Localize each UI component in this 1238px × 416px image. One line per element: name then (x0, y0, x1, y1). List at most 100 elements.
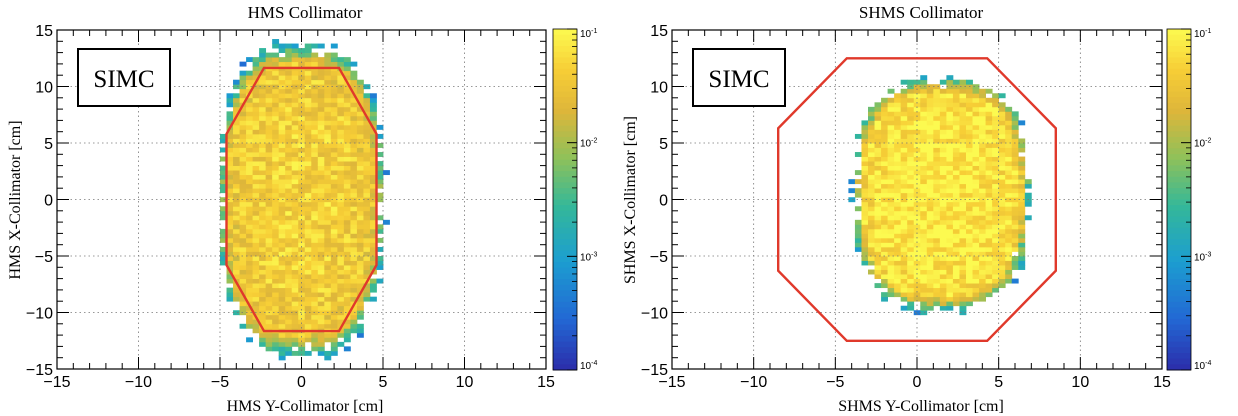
hms-heatmap-bin (233, 152, 240, 157)
hms-heatmap-bin (369, 260, 377, 266)
hms-colorbar-segment (553, 142, 577, 149)
hms-heatmap-bin (363, 174, 371, 180)
hms-heatmap-bin (317, 106, 325, 112)
shms-heatmap-bin (966, 179, 973, 185)
shms-heatmap-bin (887, 179, 895, 185)
shms-heatmap-bin (1005, 269, 1013, 275)
shms-heatmap-bin (992, 147, 1000, 153)
hms-heatmap-bin (233, 224, 240, 230)
hms-heatmap-bin (265, 79, 273, 85)
shms-heatmap-bin (979, 102, 986, 108)
shms-heatmap-bin (939, 201, 947, 207)
hms-heatmap-bin (304, 206, 312, 212)
hms-heatmap-bin (330, 215, 338, 221)
shms-heatmap-bin (913, 269, 921, 275)
hms-heatmap-bin (252, 170, 260, 176)
hms-heatmap-bin (343, 224, 351, 230)
hms-heatmap-bin (278, 246, 286, 252)
shms-heatmap-bin (946, 133, 954, 139)
shms-heatmap-bin (972, 106, 980, 112)
hms-heatmap-bin (363, 206, 371, 212)
hms-heatmap-bin (278, 152, 286, 157)
hms-heatmap-bin (285, 274, 293, 279)
shms-heatmap-bin (985, 129, 993, 135)
hms-heatmap-bin (265, 143, 273, 148)
hms-heatmap-bin (285, 161, 293, 166)
shms-heatmap-bin (926, 133, 934, 139)
shms-heatmap-bin (998, 206, 1006, 212)
hms-heatmap-bin (272, 269, 280, 275)
shms-heatmap-bin (966, 97, 973, 103)
hms-heatmap-bin (298, 156, 306, 162)
shms-heatmap-bin (907, 183, 915, 189)
shms-heatmap-bin (979, 210, 986, 216)
hms-heatmap-bin (298, 337, 306, 343)
shms-heatmap-bin (959, 301, 967, 307)
hms-heatmap-bin (376, 197, 384, 203)
hms-heatmap-bin (220, 156, 227, 162)
shms-heatmap-bin (972, 156, 980, 162)
shms-colorbar-segment (1167, 216, 1191, 223)
shms-heatmap-bin (979, 115, 986, 121)
hms-heatmap-bin (324, 224, 332, 230)
hms-heatmap-bin (350, 84, 358, 90)
hms-heatmap-bin (330, 323, 338, 329)
hms-heatmap-bin (324, 292, 332, 298)
hms-heatmap-bin (317, 147, 325, 153)
shms-colorbar-segment (1167, 210, 1191, 218)
hms-heatmap-bin (252, 106, 260, 112)
hms-heatmap-bin (311, 210, 319, 216)
hms-heatmap-bin (304, 246, 312, 252)
shms-heatmap-bin (861, 179, 869, 185)
shms-heatmap-bin (881, 192, 888, 198)
shms-heatmap-bin (920, 147, 928, 153)
hms-heatmap-bin (278, 346, 286, 352)
shms-heatmap-bin (900, 88, 908, 94)
hms-heatmap-bin (343, 242, 351, 248)
shms-heatmap-bin (959, 156, 967, 162)
hms-heatmap-bin (239, 210, 247, 216)
shms-heatmap-bin (959, 228, 967, 234)
hms-heatmap-bin (343, 305, 351, 311)
shms-heatmap-bin (874, 120, 882, 126)
shms-heatmap-bin (959, 256, 967, 261)
hms-heatmap-bin (298, 88, 306, 94)
shms-heatmap-bin (907, 147, 915, 153)
shms-heatmap-bin (913, 310, 921, 316)
hms-heatmap-bin (356, 283, 364, 289)
hms-colorbar-segment (553, 250, 577, 257)
shms-heatmap-bin (913, 165, 921, 171)
hms-heatmap-bin (369, 256, 377, 261)
hms-simc-label: SIMC (93, 66, 154, 93)
shms-heatmap-bin (979, 174, 986, 180)
shms-heatmap-bin (979, 156, 986, 162)
hms-heatmap-bin (317, 43, 325, 49)
hms-colorbar-segment (553, 154, 577, 161)
shms-heatmap-bin (939, 260, 947, 266)
shms-heatmap-bin (920, 75, 928, 81)
hms-heatmap-bin (272, 201, 280, 207)
hms-colorbar-segment (553, 290, 577, 297)
shms-heatmap-bin (966, 138, 973, 144)
hms-heatmap-bin (265, 111, 273, 117)
shms-heatmap-bin (992, 206, 1000, 212)
hms-heatmap-bin (278, 260, 286, 266)
shms-heatmap-bin (868, 106, 875, 112)
hms-heatmap-bin (376, 161, 384, 166)
shms-heatmap-bin (887, 197, 895, 203)
shms-heatmap-bin (998, 224, 1006, 230)
shms-heatmap-bin (998, 265, 1006, 270)
shms-heatmap-bin (913, 219, 921, 225)
shms-heatmap-bin (881, 111, 888, 117)
hms-heatmap-bin (278, 224, 286, 230)
hms-heatmap-bin (304, 129, 312, 135)
hms-heatmap-bin (350, 197, 358, 203)
hms-heatmap-bin (330, 269, 338, 275)
hms-heatmap-bin (337, 237, 345, 243)
hms-heatmap-bin (356, 97, 364, 103)
shms-heatmap-bin (900, 120, 908, 126)
hms-heatmap-bin (330, 143, 338, 148)
hms-heatmap-bin (330, 332, 338, 338)
hms-heatmap-bin (304, 319, 312, 325)
hms-heatmap-bin (369, 242, 377, 248)
